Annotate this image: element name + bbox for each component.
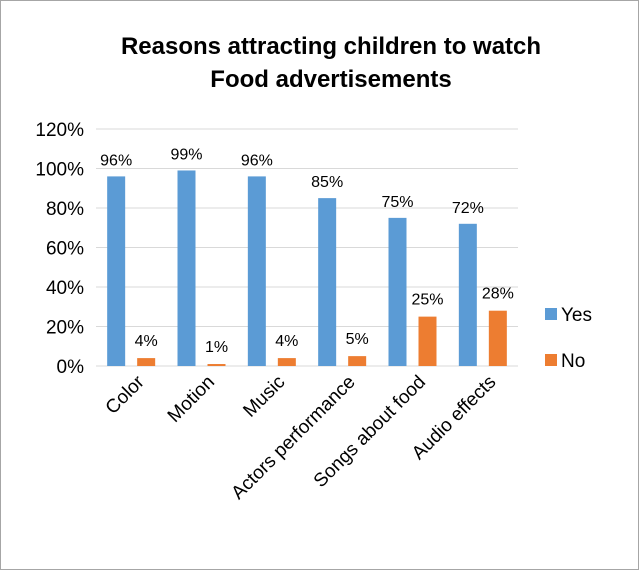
bar-no — [348, 356, 367, 366]
bar-no — [488, 310, 507, 366]
y-tick-label: 40% — [46, 278, 84, 299]
data-label-no: 5% — [346, 331, 369, 348]
y-tick-label: 100% — [35, 160, 84, 181]
x-category-label: Music — [239, 372, 289, 422]
chart-title-line-1: Reasons attracting children to watch — [121, 33, 541, 60]
data-label-no: 4% — [135, 333, 158, 350]
legend: Yes No — [545, 305, 592, 372]
bar-yes — [318, 198, 337, 366]
gridlines — [96, 128, 518, 367]
bar-yes — [388, 217, 407, 366]
bar-no — [277, 358, 296, 366]
bar-no — [418, 316, 437, 366]
data-label-no: 4% — [275, 333, 298, 350]
x-category-label: Color — [102, 371, 149, 418]
y-tick-label: 20% — [46, 318, 84, 339]
data-label-yes: 75% — [381, 194, 413, 211]
bar-yes — [107, 176, 126, 366]
legend-swatch-no — [545, 354, 557, 366]
bar-yes — [177, 170, 196, 366]
bar-no — [137, 358, 156, 366]
y-tick-label: 60% — [46, 239, 84, 260]
legend-label-yes: Yes — [561, 305, 592, 326]
data-label-no: 28% — [482, 286, 514, 303]
y-axis: 0% 20% 40% 60% 80% 100% 120% — [35, 120, 84, 378]
data-label-yes: 85% — [311, 174, 343, 191]
x-category-label: Motion — [164, 372, 219, 427]
y-tick-label: 0% — [57, 357, 85, 378]
bars — [107, 170, 507, 366]
y-tick-label: 120% — [35, 120, 84, 141]
data-label-no: 1% — [205, 339, 228, 356]
data-label-yes: 72% — [452, 200, 484, 217]
y-tick-label: 80% — [46, 199, 84, 220]
bar-yes — [458, 223, 477, 366]
legend-label-no: No — [561, 351, 585, 372]
data-label-yes: 99% — [170, 146, 202, 163]
chart-title-line-2: Food advertisements — [210, 66, 451, 93]
bar-yes — [247, 176, 266, 366]
data-label-yes: 96% — [100, 152, 132, 169]
x-category-label: Actors performance — [228, 372, 360, 504]
legend-swatch-yes — [545, 308, 557, 320]
data-label-no: 25% — [411, 292, 443, 309]
data-labels: 96% 4% 99% 1% 96% 4% 85% 5% 75% 25% 72% 28% — [100, 146, 514, 356]
data-label-yes: 96% — [241, 152, 273, 169]
bar-no — [207, 364, 226, 366]
